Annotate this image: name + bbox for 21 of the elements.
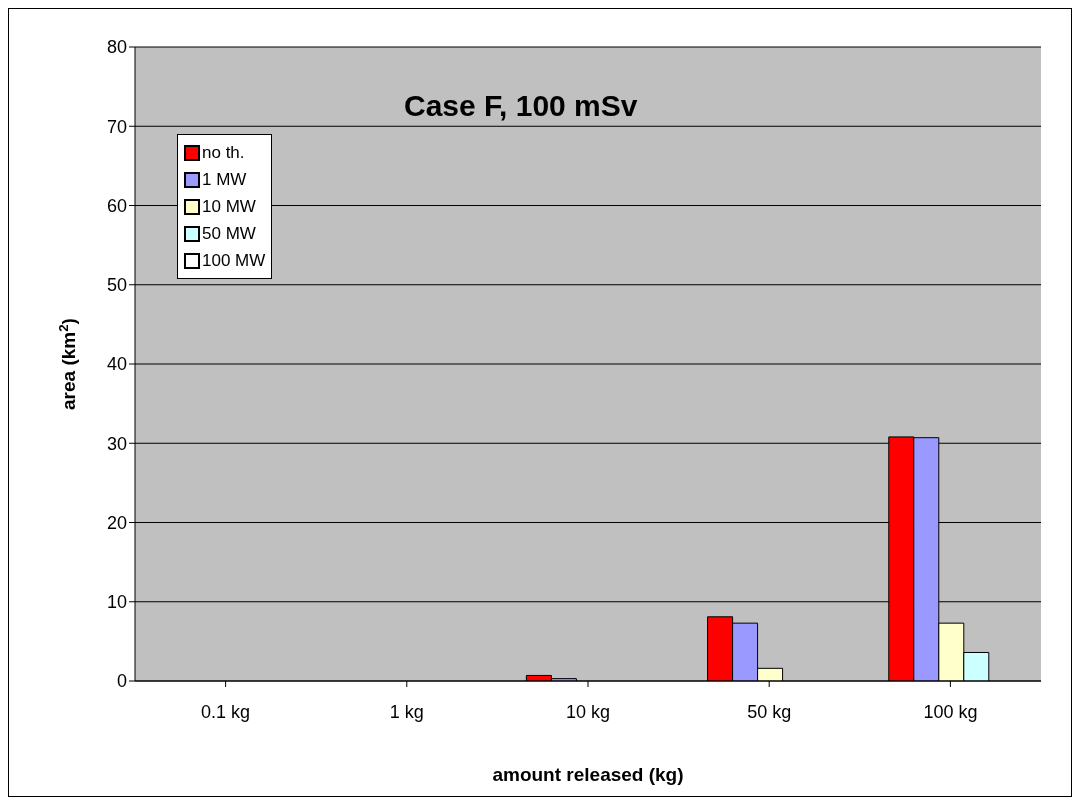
x-axis-title: amount released (kg) [492, 764, 684, 785]
legend-label: 100 MW [202, 250, 266, 271]
y-tick-label: 60 [106, 195, 127, 216]
y-tick-label: 0 [116, 671, 127, 692]
x-tick-label: 10 kg [565, 701, 611, 722]
y-tick-label: 50 [106, 275, 127, 296]
x-tick-label: 100 kg [923, 701, 978, 722]
y-tick-label: 30 [106, 433, 127, 454]
y-tick-label: 40 [106, 354, 127, 375]
x-tick-label: 0.1 kg [201, 701, 251, 722]
y-tick-label: 10 [106, 592, 127, 613]
legend-label: 50 MW [202, 223, 256, 244]
x-tick-label: 1 kg [389, 701, 424, 722]
text: Case F, 100 mSv [404, 89, 638, 123]
y-tick-label: 70 [106, 116, 127, 137]
legend-label: no th. [202, 142, 245, 163]
x-tick-label: 50 kg [747, 701, 792, 722]
y-tick-label: 20 [106, 512, 127, 533]
legend-label: 1 MW [202, 169, 247, 190]
legend-label: 10 MW [202, 196, 256, 217]
y-tick-label: 80 [106, 37, 127, 58]
